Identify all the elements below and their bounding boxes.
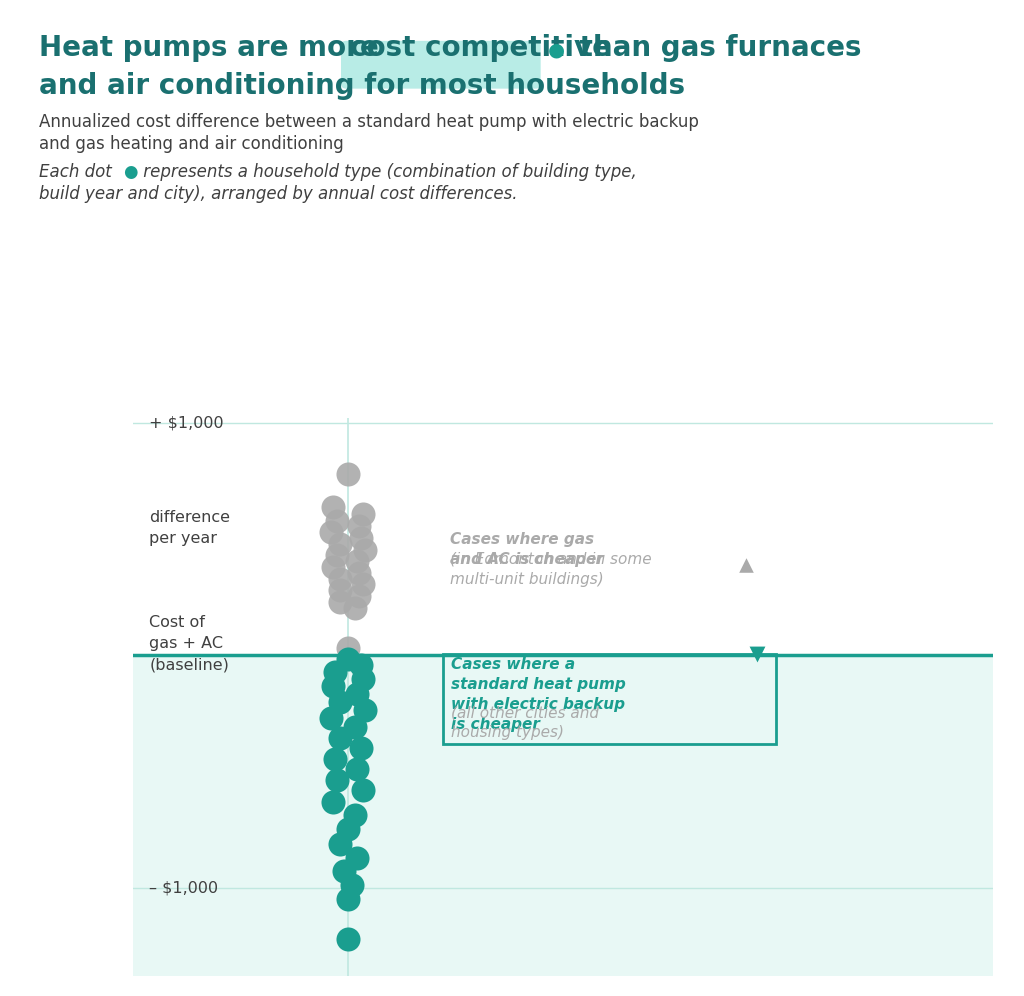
Text: Cases where a
standard heat pump
with electric backup
is cheaper: Cases where a standard heat pump with el… (452, 657, 626, 732)
Text: Each dot: Each dot (39, 163, 117, 181)
Point (749, 646, 765, 662)
Point (350, 565, 367, 581)
Point (357, 542, 374, 558)
Point (329, 772, 345, 788)
Point (332, 836, 348, 852)
Point (350, 518, 367, 534)
Text: Heat pumps are more: Heat pumps are more (39, 34, 388, 62)
Point (357, 702, 374, 718)
Point (346, 600, 362, 616)
Point (325, 499, 341, 515)
Point (346, 719, 362, 735)
Point (323, 524, 339, 540)
Text: and gas heating and air conditioning: and gas heating and air conditioning (39, 135, 344, 153)
Point (325, 677, 341, 693)
Text: (all other cities and
housing types): (all other cities and housing types) (452, 705, 599, 740)
Point (348, 685, 365, 701)
Point (340, 821, 356, 837)
Point (348, 850, 365, 866)
Point (355, 782, 372, 798)
Point (353, 740, 370, 756)
Bar (133, 655, 993, 976)
Point (348, 553, 365, 569)
Point (332, 571, 348, 587)
Point (340, 640, 356, 656)
Point (355, 506, 372, 522)
Point (325, 559, 341, 575)
Text: Annualized cost difference between a standard heat pump with electric backup: Annualized cost difference between a sta… (39, 114, 698, 131)
Text: difference
per year: difference per year (150, 510, 230, 546)
Point (346, 807, 362, 823)
Text: ●: ● (548, 41, 565, 60)
Point (737, 557, 754, 573)
Point (336, 864, 352, 879)
Point (340, 650, 356, 666)
Point (329, 513, 345, 529)
Text: represents a household type (combination of building type,: represents a household type (combination… (138, 163, 637, 181)
Text: and air conditioning for most households: and air conditioning for most households (39, 72, 685, 100)
Text: Cost of
gas + AC
(baseline): Cost of gas + AC (baseline) (150, 616, 229, 672)
Point (329, 548, 345, 564)
Point (332, 536, 348, 552)
Text: Cases where gas
and AC is cheaper: Cases where gas and AC is cheaper (451, 532, 604, 567)
Point (327, 663, 343, 679)
Text: build year and city), arranged by annual cost differences.: build year and city), arranged by annual… (39, 185, 517, 203)
Point (353, 530, 370, 546)
Text: cost competitive: cost competitive (350, 34, 611, 62)
Text: (in Edmonton and in some
multi-unit buildings): (in Edmonton and in some multi-unit buil… (451, 552, 652, 587)
Point (348, 761, 365, 777)
Point (332, 730, 348, 746)
Point (350, 588, 367, 604)
Point (340, 931, 356, 947)
Text: than gas furnaces: than gas furnaces (570, 34, 862, 62)
Point (353, 656, 370, 672)
Point (332, 694, 348, 710)
Text: + $1,000: + $1,000 (150, 415, 224, 430)
Point (355, 577, 372, 593)
Text: ●: ● (123, 163, 137, 181)
Point (355, 670, 372, 686)
Point (325, 794, 341, 810)
Point (332, 583, 348, 599)
Point (340, 891, 356, 907)
Point (340, 466, 356, 482)
Point (344, 877, 360, 893)
Text: – $1,000: – $1,000 (150, 880, 218, 895)
Point (323, 710, 339, 726)
Point (332, 594, 348, 610)
Point (327, 751, 343, 767)
